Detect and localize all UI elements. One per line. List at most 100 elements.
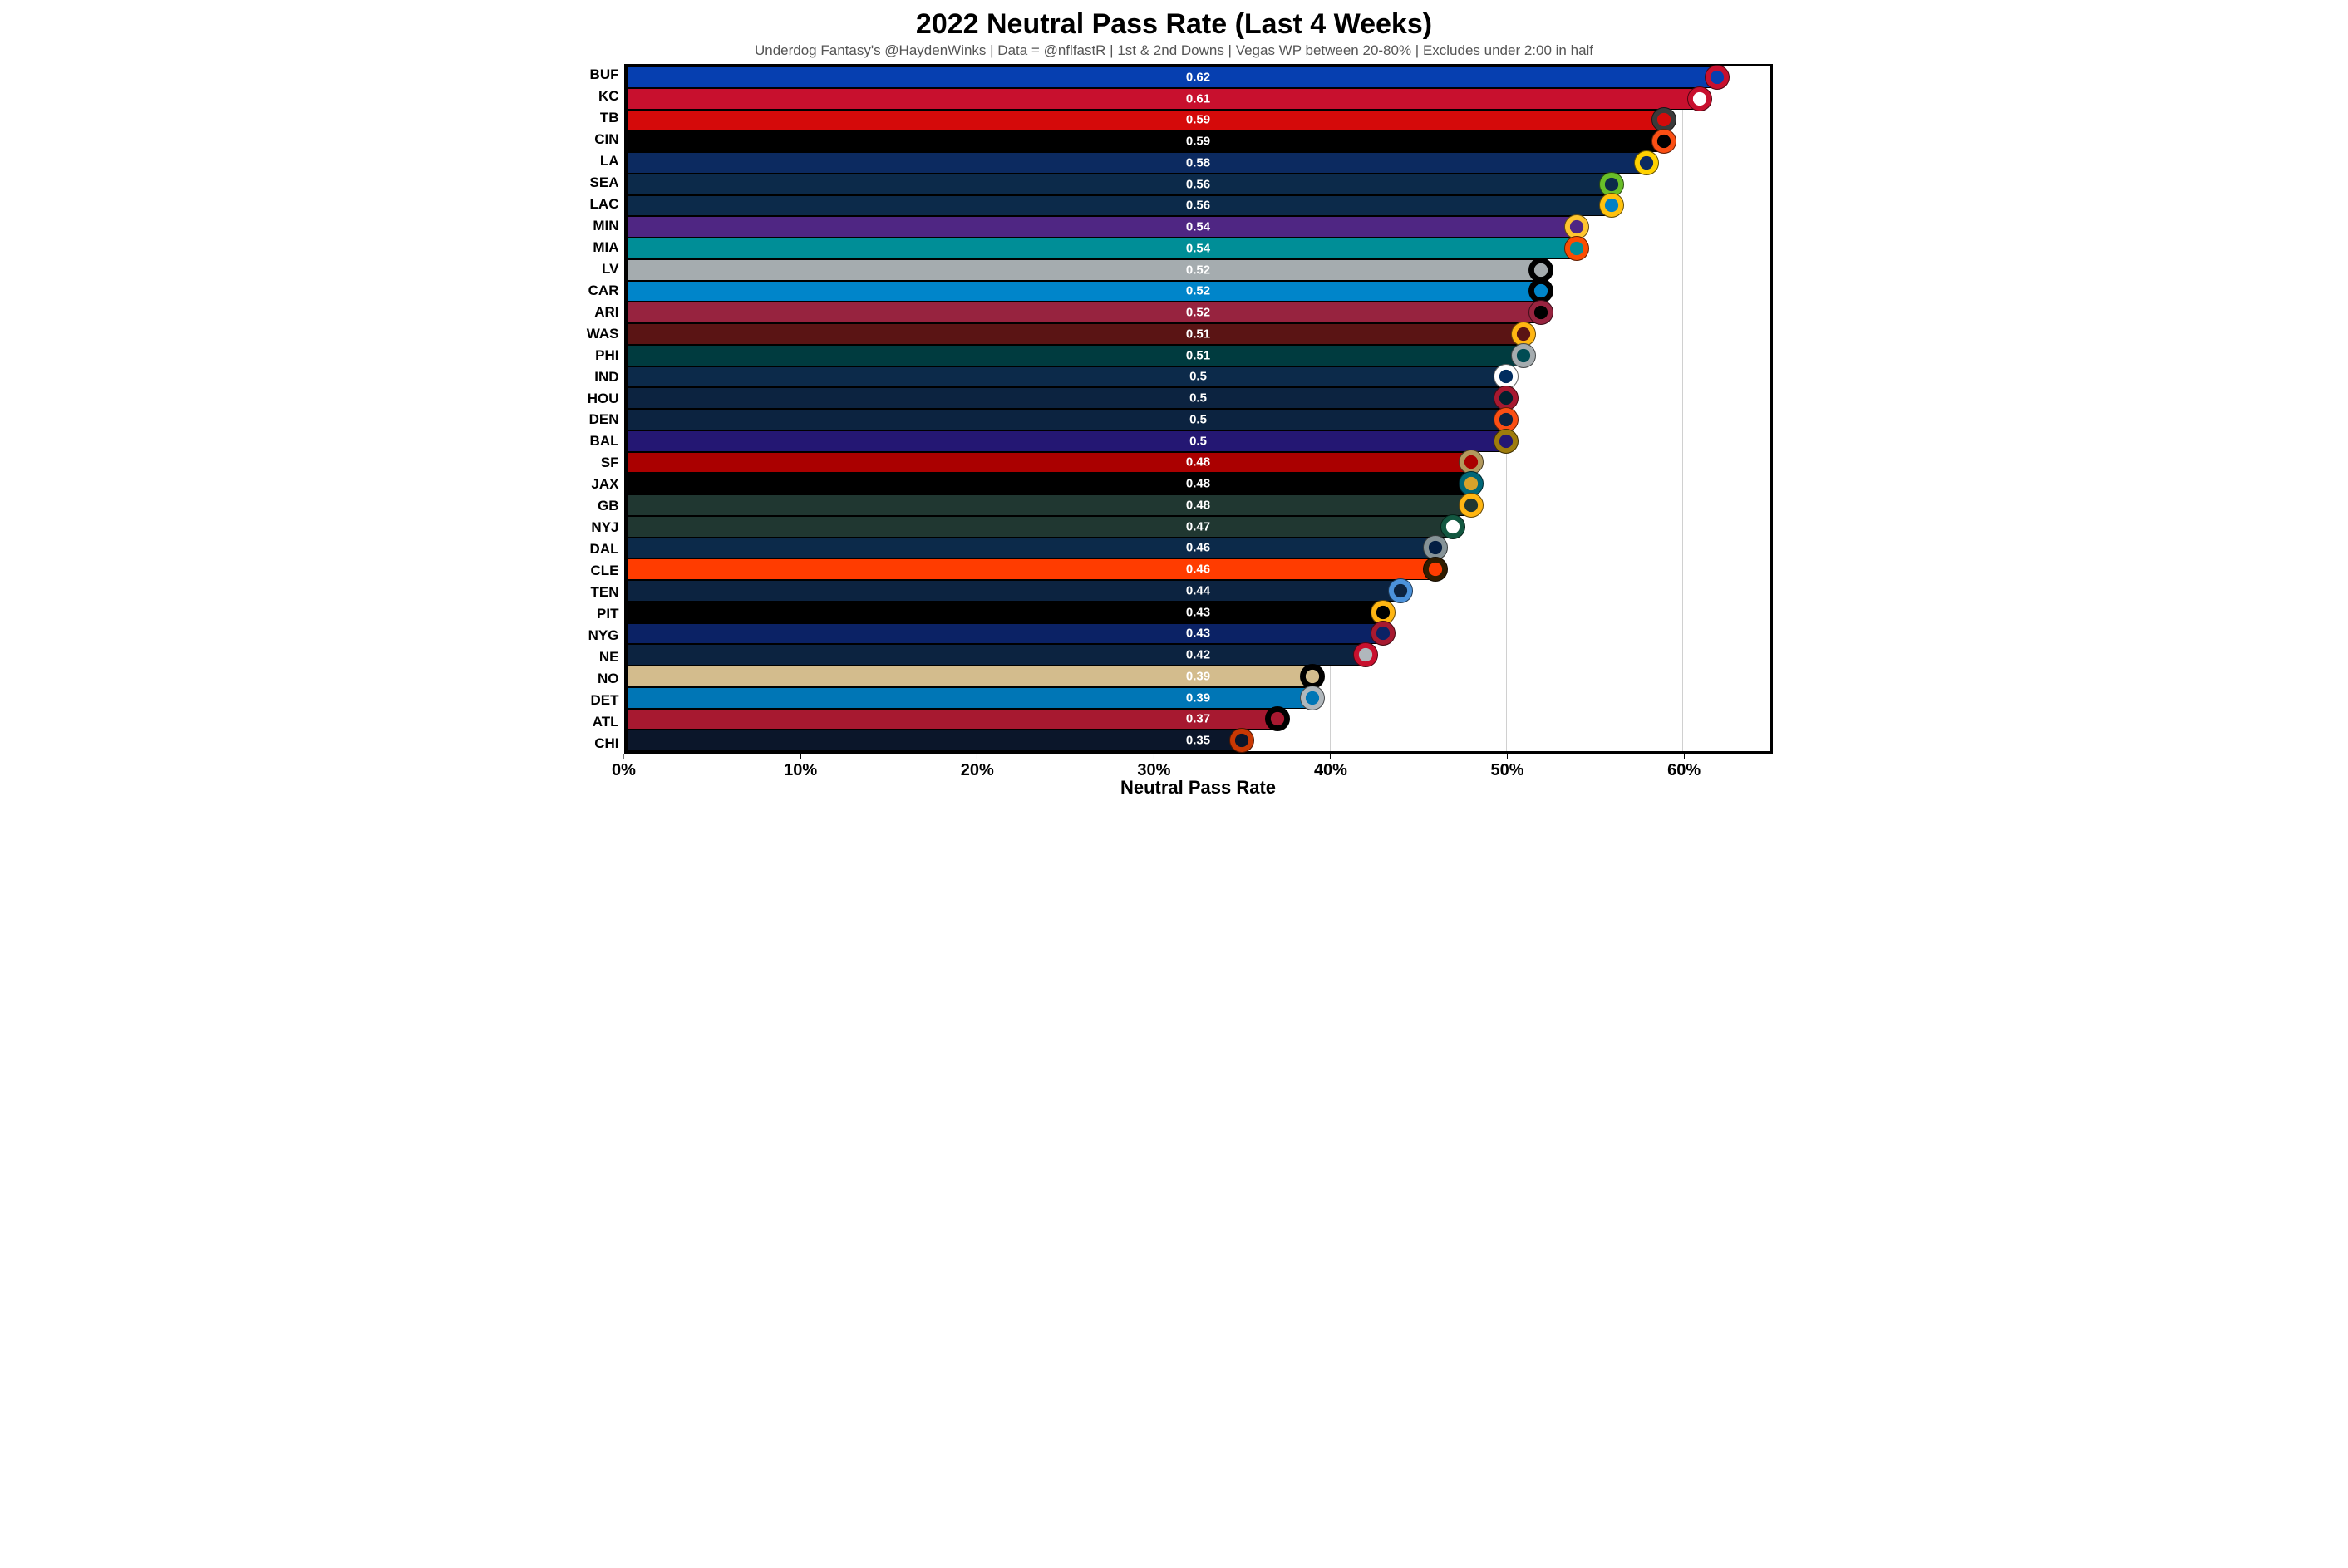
y-tick-label: CHI [576,732,619,754]
bar-value-label: 0.54 [1186,220,1210,234]
y-tick-label: TB [576,107,619,129]
bar-value-label: 0.52 [1186,284,1210,298]
team-logo-icon [1634,150,1659,175]
bar-value-label: 0.51 [1186,327,1210,341]
bar [627,473,1471,494]
team-logo-icon [1511,343,1536,368]
bar-value-label: 0.51 [1186,348,1210,362]
bar-row: 0.54 [627,216,1770,238]
chart-container: 2022 Neutral Pass Rate (Last 4 Weeks) Un… [559,0,1789,815]
bar-row: 0.5 [627,409,1770,430]
chart-title: 2022 Neutral Pass Rate (Last 4 Weeks) [576,8,1773,41]
bar-value-label: 0.52 [1186,263,1210,277]
x-tick-label: 30% [1137,761,1170,780]
y-tick-label: WAS [576,322,619,344]
team-logo-icon [1371,621,1396,646]
bar-value-label: 0.48 [1186,477,1210,491]
y-tick-label: TEN [576,582,619,603]
bar-row: 0.52 [627,302,1770,323]
bar-value-label: 0.37 [1186,712,1210,726]
bar [627,174,1612,195]
y-tick-label: JAX [576,474,619,495]
bar-row: 0.46 [627,558,1770,580]
y-tick-label: DEN [576,409,619,430]
y-tick-label: MIA [576,237,619,258]
team-logo-icon [1705,65,1730,90]
team-logo-icon [1564,236,1589,261]
x-tick: 50% [1491,754,1524,780]
x-tick: 60% [1667,754,1701,780]
bar-row: 0.37 [627,709,1770,730]
team-logo-icon [1388,578,1413,603]
bar-value-label: 0.46 [1186,563,1210,577]
x-tick-label: 60% [1667,761,1701,780]
y-tick-label: PHI [576,344,619,366]
y-axis-labels: BUFKCTBCINLASEALACMINMIALVCARARIWASPHIIN… [576,64,624,754]
bar-row: 0.43 [627,602,1770,623]
team-logo-icon [1229,728,1254,753]
team-logo-icon [1599,193,1624,218]
plot-outer: BUFKCTBCINLASEALACMINMIALVCARARIWASPHIIN… [576,64,1773,754]
x-tick-label: 0% [612,761,636,780]
bar-row: 0.59 [627,130,1770,152]
x-tick-label: 50% [1491,761,1524,780]
y-tick-label: ARI [576,301,619,322]
bar-value-label: 0.5 [1189,391,1207,406]
bar-row: 0.48 [627,473,1770,494]
y-tick-label: NE [576,646,619,667]
bar [627,494,1471,516]
bar-row: 0.51 [627,323,1770,345]
team-logo-icon [1528,300,1553,325]
x-axis-ticks: 0%10%20%30%40%50%60% [624,754,1773,777]
bar-value-label: 0.48 [1186,498,1210,512]
y-tick-label: DET [576,689,619,710]
y-tick-label: LA [576,150,619,172]
bar [627,558,1436,580]
bar [627,238,1577,259]
chart-subtitle: Underdog Fantasy's @HaydenWinks | Data =… [576,42,1773,59]
plot-area: 0.620.610.590.590.580.560.560.540.540.52… [624,64,1773,754]
x-tick-label: 40% [1314,761,1347,780]
bar-row: 0.61 [627,88,1770,110]
bar-row: 0.48 [627,452,1770,474]
y-tick-label: SF [576,452,619,474]
bar [627,516,1454,538]
bar-value-label: 0.62 [1186,70,1210,84]
bar [627,580,1400,602]
team-logo-icon [1440,514,1465,539]
bar-row: 0.47 [627,516,1770,538]
y-tick-label: SEA [576,172,619,194]
y-tick-label: MIN [576,215,619,237]
x-tick-label: 20% [961,761,994,780]
y-tick-label: IND [576,366,619,387]
y-tick-label: LV [576,258,619,279]
bar-value-label: 0.59 [1186,113,1210,127]
bar-value-label: 0.56 [1186,177,1210,191]
y-tick-label: NYG [576,624,619,646]
team-logo-icon [1459,493,1484,518]
bar-value-label: 0.5 [1189,412,1207,426]
y-tick-label: GB [576,495,619,517]
y-tick-label: ATL [576,710,619,732]
bar-row: 0.5 [627,387,1770,409]
bar-value-label: 0.42 [1186,648,1210,662]
bar [627,88,1700,110]
bar-row: 0.5 [627,366,1770,388]
y-tick-label: CAR [576,279,619,301]
bar [627,538,1436,559]
team-logo-icon [1687,86,1712,111]
y-tick-label: DAL [576,538,619,560]
bar [627,323,1524,345]
bar [627,730,1243,751]
bar [627,302,1542,323]
y-tick-label: KC [576,86,619,107]
y-tick-label: CIN [576,129,619,150]
bar-row: 0.52 [627,259,1770,281]
bar [627,152,1647,174]
bar-value-label: 0.39 [1186,691,1210,705]
bar-row: 0.44 [627,580,1770,602]
bar-row: 0.52 [627,281,1770,302]
x-tick: 10% [784,754,817,780]
bar [627,130,1665,152]
bar-row: 0.59 [627,110,1770,131]
